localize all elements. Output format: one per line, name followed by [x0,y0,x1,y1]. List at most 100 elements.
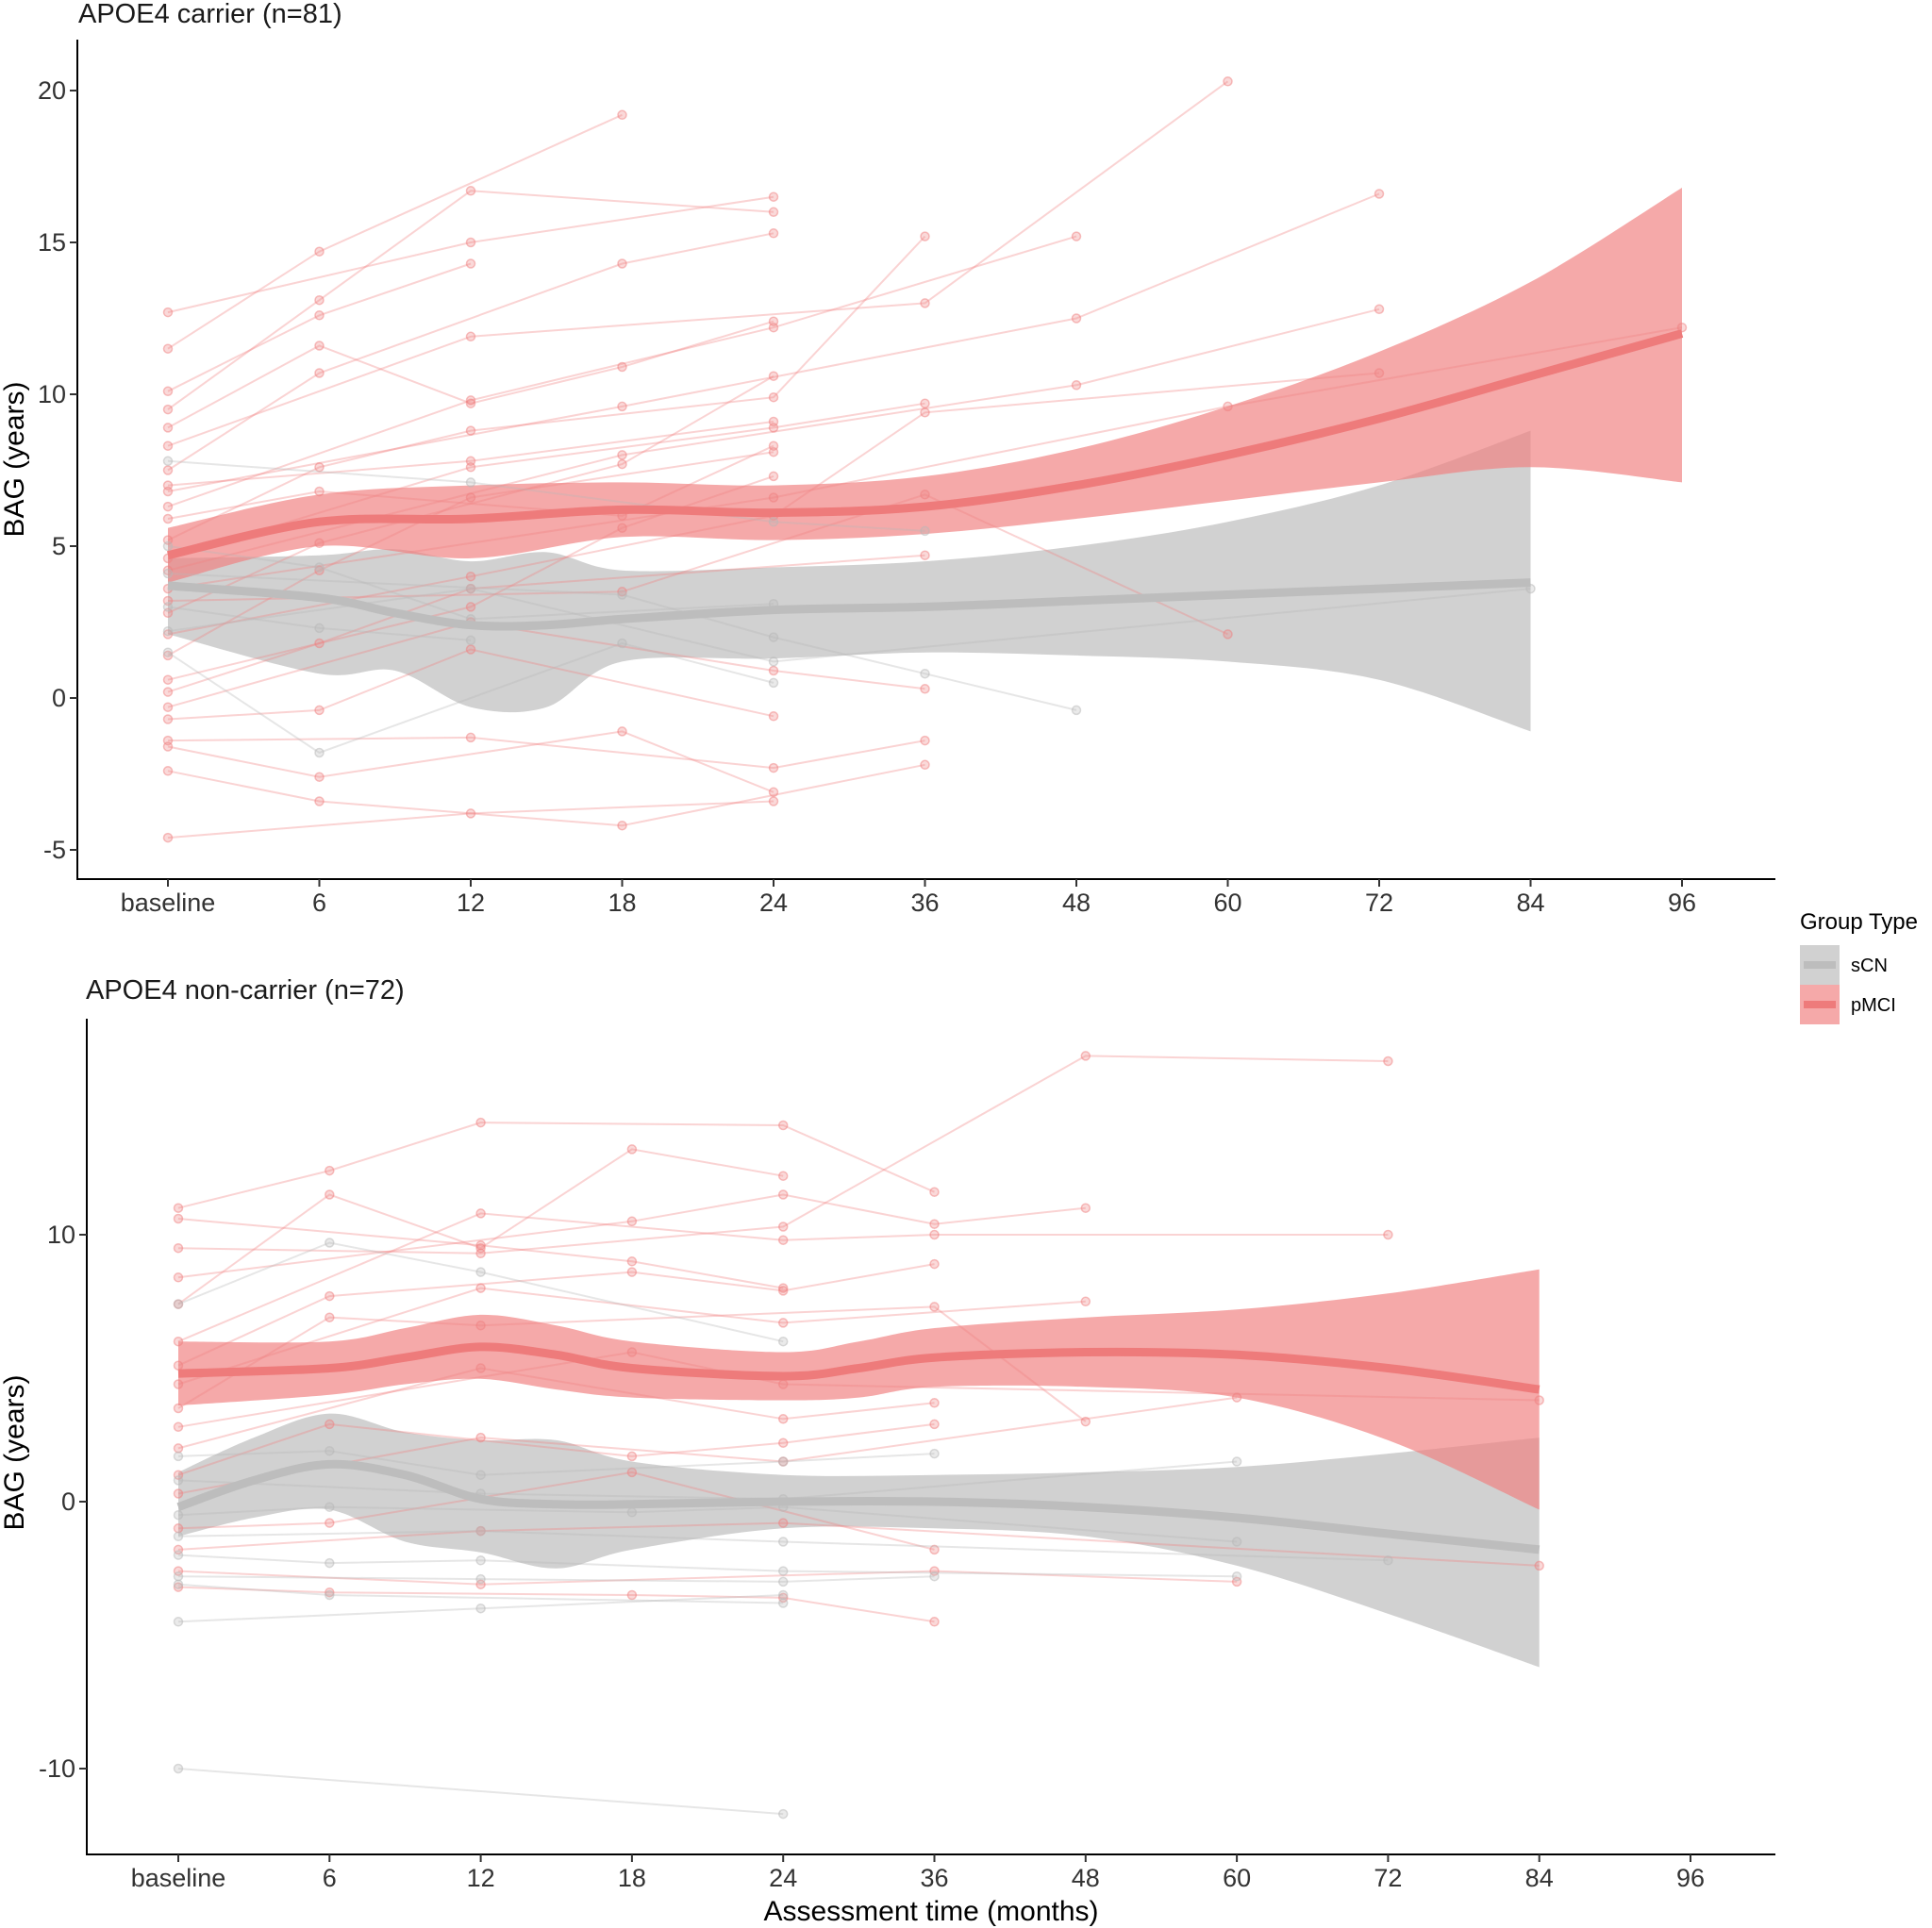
data-point-scn [1231,1456,1242,1467]
data-point-pmci [162,501,174,512]
data-point-pmci [465,602,476,612]
data-point-pmci [768,471,779,482]
x-tick-label: 84 [1516,889,1544,917]
data-point-scn [465,477,476,488]
trajectory-line-pmci [167,235,1077,508]
data-point-pmci [777,1438,789,1448]
data-point-pmci [768,207,779,218]
data-point-scn [929,1571,940,1582]
trajectory-line-pmci [167,621,925,708]
x-axis-title: Assessment time (months) [763,1896,1098,1927]
data-point-pmci [768,316,779,326]
data-point-pmci [314,705,325,716]
data-point-scn [314,623,325,634]
confidence-band-pmci [168,188,1682,583]
trajectory-line-pmci [177,1193,1086,1279]
data-point-scn [475,1470,486,1480]
data-point-pmci [1676,322,1688,333]
data-point-scn [768,632,779,642]
data-point-pmci [1374,368,1385,378]
trajectory-line-pmci [177,1586,935,1623]
data-point-pmci [475,1363,486,1373]
data-point-pmci [1223,76,1233,87]
data-point-scn [1071,705,1082,716]
data-point-pmci [162,741,174,752]
data-point-pmci [777,1171,789,1181]
trajectory-line-pmci [177,1305,1087,1422]
trajectory-line-pmci [167,474,774,681]
data-point-pmci [325,1165,335,1176]
data-point-pmci [777,1518,789,1528]
confidence-band-scn [168,430,1531,732]
trajectory-line-scn [177,1583,784,1604]
data-point-pmci [768,762,779,773]
trajectory-line-scn [167,573,1077,711]
x-tick-label: 24 [769,1864,797,1892]
x-tick-label: 18 [618,1864,646,1892]
data-point-scn [162,456,174,467]
data-point-pmci [173,1360,184,1371]
y-tick-label: -5 [43,836,66,864]
data-point-pmci [768,711,779,722]
trajectory-line-scn [177,1460,1238,1501]
data-point-pmci [465,398,476,408]
x-tick-label: 36 [910,889,939,917]
x-tick-label: 72 [1374,1864,1402,1892]
data-point-scn [920,525,930,537]
y-tick-label: 20 [38,76,66,105]
data-point-scn [777,1537,789,1547]
data-point-pmci [1374,304,1385,315]
data-point-pmci [920,398,930,408]
trajectory-line-pmci [177,1148,784,1305]
data-point-scn [173,1475,184,1486]
data-point-pmci [465,186,476,196]
data-point-scn [777,1566,789,1576]
data-point-pmci [314,486,325,497]
data-point-pmci [475,1242,486,1254]
data-point-scn [777,1808,789,1820]
trajectory-line-scn [177,1241,784,1343]
data-point-scn [777,1598,789,1608]
data-point-pmci [465,732,476,743]
data-point-pmci [920,407,930,418]
data-point-scn [1231,1571,1242,1582]
data-point-pmci [465,571,476,582]
x-tick-label: 60 [1223,1864,1251,1892]
data-point-pmci [1374,189,1385,199]
panel-title: APOE4 carrier (n=81) [78,0,342,29]
legend-item-pmci: pMCI [1800,985,1896,1024]
trajectory-line-pmci [167,190,774,410]
data-point-pmci [929,1419,940,1430]
data-point-pmci [325,1518,335,1528]
data-point-scn [920,668,930,679]
trajectory-line-pmci [167,800,774,839]
data-point-pmci [173,1403,184,1414]
data-point-pmci [325,1189,335,1200]
data-point-scn [475,1267,486,1277]
trajectory-line-scn [177,1554,1238,1578]
x-tick-label: 6 [312,889,326,917]
data-point-scn [475,1555,486,1566]
data-point-scn [173,1509,184,1521]
y-tick-label: 10 [47,1221,75,1249]
data-point-pmci [314,341,325,351]
data-point-pmci [314,565,325,576]
data-point-pmci [920,231,930,241]
data-point-pmci [929,1187,940,1197]
trajectory-line-scn [177,1505,1238,1543]
y-tick-label: 15 [38,228,66,257]
data-point-pmci [1534,1395,1544,1405]
legend-label-pmci: pMCI [1851,995,1896,1016]
fit-line-scn [167,578,1531,631]
data-point-pmci [617,726,627,737]
data-point-pmci [314,638,325,649]
trajectory-line-pmci [177,1287,1086,1386]
trajectory-line-pmci [167,307,1380,572]
panel-apoe4-carrier: APOE4 carrier (n=81) BAG (years) -5 0 5 10 1… [0,0,1775,917]
data-point-pmci [162,440,174,451]
x-tick-label: 24 [759,889,788,917]
data-point-pmci [626,1256,638,1267]
data-point-pmci [777,1286,789,1296]
data-point-pmci [162,687,174,697]
data-point-pmci [929,1302,940,1312]
